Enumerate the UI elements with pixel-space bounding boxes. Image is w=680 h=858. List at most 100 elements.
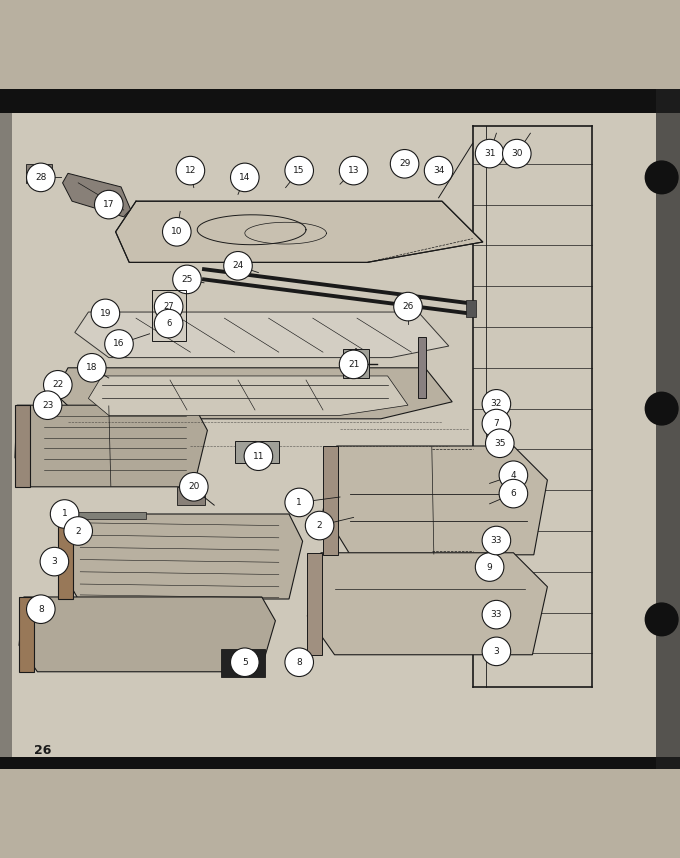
Bar <box>656 89 680 769</box>
Text: 6: 6 <box>511 489 516 498</box>
Circle shape <box>244 442 273 470</box>
Text: 31: 31 <box>484 149 495 158</box>
Circle shape <box>486 429 514 457</box>
Text: 19: 19 <box>100 309 111 318</box>
Text: 12: 12 <box>185 166 196 175</box>
Text: 16: 16 <box>114 340 124 348</box>
Circle shape <box>154 293 183 321</box>
Bar <box>15 405 30 486</box>
Polygon shape <box>116 201 483 263</box>
Text: 1: 1 <box>296 498 302 507</box>
Text: 4: 4 <box>511 471 516 480</box>
Circle shape <box>231 163 259 191</box>
Circle shape <box>105 329 133 359</box>
Text: 26: 26 <box>403 302 413 311</box>
Circle shape <box>44 371 72 399</box>
Circle shape <box>305 511 334 540</box>
Circle shape <box>482 390 511 418</box>
Text: 23: 23 <box>42 401 53 410</box>
Text: 24: 24 <box>233 262 243 270</box>
Text: 17: 17 <box>103 200 114 209</box>
Circle shape <box>285 648 313 676</box>
Bar <box>307 553 322 655</box>
Circle shape <box>475 553 504 582</box>
Text: 33: 33 <box>491 536 502 545</box>
Bar <box>418 337 426 398</box>
Bar <box>19 597 34 672</box>
Circle shape <box>78 353 106 382</box>
Circle shape <box>64 517 92 546</box>
Circle shape <box>176 156 205 184</box>
Text: 28: 28 <box>35 173 46 182</box>
Bar <box>0 89 12 769</box>
Bar <box>78 512 146 519</box>
Circle shape <box>154 310 183 338</box>
Circle shape <box>224 251 252 280</box>
Text: 18: 18 <box>86 363 97 372</box>
Text: 30: 30 <box>511 149 522 158</box>
Text: 26: 26 <box>34 744 52 757</box>
Polygon shape <box>88 376 408 415</box>
Polygon shape <box>307 553 547 655</box>
Circle shape <box>339 350 368 378</box>
Circle shape <box>33 391 62 420</box>
Circle shape <box>91 299 120 328</box>
Text: 22: 22 <box>52 380 63 390</box>
Text: 15: 15 <box>294 166 305 175</box>
Polygon shape <box>15 405 207 486</box>
Circle shape <box>231 648 259 676</box>
Text: 13: 13 <box>348 166 359 175</box>
Circle shape <box>339 156 368 184</box>
Circle shape <box>394 293 422 321</box>
Circle shape <box>285 156 313 184</box>
Bar <box>177 487 205 505</box>
Bar <box>343 349 369 378</box>
Polygon shape <box>58 514 303 599</box>
Circle shape <box>499 461 528 490</box>
Circle shape <box>645 392 678 425</box>
Circle shape <box>645 603 678 636</box>
Text: 9: 9 <box>487 563 492 571</box>
Circle shape <box>163 218 191 246</box>
Circle shape <box>50 499 79 529</box>
Circle shape <box>503 139 531 168</box>
Circle shape <box>285 488 313 517</box>
Circle shape <box>482 601 511 629</box>
Polygon shape <box>75 312 449 358</box>
Circle shape <box>645 161 678 194</box>
Circle shape <box>40 547 69 576</box>
Text: 6: 6 <box>166 319 171 328</box>
Circle shape <box>27 595 55 624</box>
Text: 3: 3 <box>494 647 499 656</box>
Text: 20: 20 <box>188 482 199 492</box>
Text: 3: 3 <box>52 557 57 566</box>
Polygon shape <box>323 446 547 555</box>
Text: 27: 27 <box>163 302 174 311</box>
Circle shape <box>173 265 201 293</box>
Circle shape <box>482 526 511 555</box>
Bar <box>0 89 680 112</box>
Text: 25: 25 <box>182 275 192 284</box>
Polygon shape <box>63 173 131 217</box>
Text: 33: 33 <box>491 610 502 619</box>
Bar <box>323 446 338 555</box>
Circle shape <box>482 637 511 666</box>
Text: 7: 7 <box>494 419 499 428</box>
Text: 8: 8 <box>38 605 44 613</box>
Text: 10: 10 <box>171 227 182 236</box>
Polygon shape <box>54 368 452 419</box>
Circle shape <box>27 163 55 191</box>
Text: 5: 5 <box>242 658 248 667</box>
Text: 14: 14 <box>239 173 250 182</box>
Text: 32: 32 <box>491 399 502 408</box>
Text: 34: 34 <box>433 166 444 175</box>
Circle shape <box>482 409 511 438</box>
Text: 29: 29 <box>399 160 410 168</box>
Text: 8: 8 <box>296 658 302 667</box>
Text: 21: 21 <box>348 360 359 369</box>
Circle shape <box>475 139 504 168</box>
Text: 1: 1 <box>62 510 67 518</box>
Bar <box>58 514 73 599</box>
Bar <box>0 757 680 769</box>
Circle shape <box>95 190 123 219</box>
